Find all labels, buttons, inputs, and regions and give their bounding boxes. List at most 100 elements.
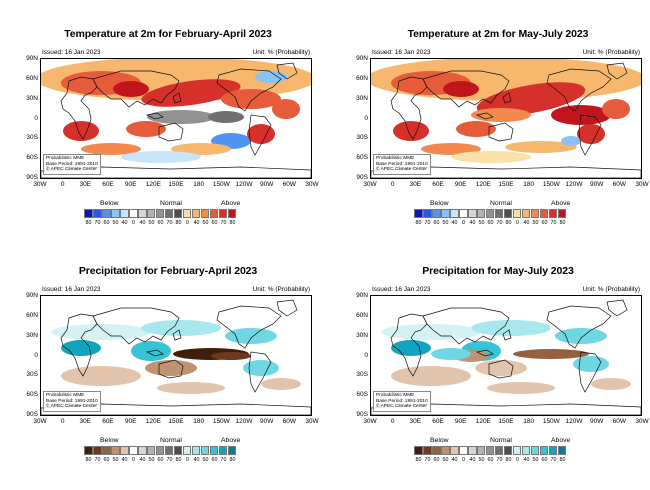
info-box: Probabilistic MME Base Period: 1991-2010 ©… bbox=[43, 391, 101, 412]
coastline bbox=[216, 305, 282, 349]
probability-region bbox=[157, 382, 225, 394]
coastline bbox=[488, 122, 514, 142]
legend-tick: 80 bbox=[415, 220, 422, 226]
legend-swatch bbox=[128, 446, 138, 455]
latitude-label: 0 bbox=[364, 351, 368, 359]
legend-swatch bbox=[209, 446, 219, 455]
legend-swatch bbox=[164, 209, 174, 218]
legend-tick: 60 bbox=[157, 220, 164, 226]
legend-swatch bbox=[530, 209, 540, 218]
longitude-label: 180 bbox=[523, 418, 535, 425]
coastline bbox=[606, 299, 628, 317]
legend-swatch bbox=[539, 209, 549, 218]
legend-swatch bbox=[110, 209, 120, 218]
probability-region bbox=[431, 348, 471, 360]
legend-swatch bbox=[227, 209, 237, 218]
legend-swatch bbox=[209, 209, 219, 218]
legend-tick: 50 bbox=[112, 220, 119, 226]
legend-swatch bbox=[431, 209, 441, 218]
legend-tick: 40 bbox=[523, 457, 530, 463]
legend-category-below: Below bbox=[430, 200, 449, 207]
legend-tick: 70 bbox=[94, 457, 101, 463]
longitude-label: 90E bbox=[454, 181, 467, 188]
info-line: Base Period: 1991-2010 bbox=[376, 161, 428, 167]
probability-region bbox=[421, 143, 481, 155]
info-line: © APEC Climate Center bbox=[376, 404, 427, 410]
latitude-label: 0 bbox=[364, 114, 368, 122]
probability-region bbox=[381, 324, 481, 340]
longitude-label: 120E bbox=[475, 181, 491, 188]
legend-swatch bbox=[530, 446, 540, 455]
legend-swatch bbox=[485, 209, 495, 218]
legend-tick: 70 bbox=[166, 220, 173, 226]
unit-label: Unit: % (Probability) bbox=[582, 286, 640, 293]
legend-swatch bbox=[521, 446, 531, 455]
latitude-label: 30S bbox=[356, 134, 368, 142]
probability-region bbox=[63, 121, 99, 141]
legend-swatch bbox=[485, 446, 495, 455]
longitude-label: 30E bbox=[79, 181, 92, 188]
info-box: Probabilistic MME Base Period: 1991-2010 ©… bbox=[373, 391, 431, 412]
legend-tick: 60 bbox=[157, 457, 164, 463]
latitude-label: 30S bbox=[26, 371, 38, 379]
probability-region bbox=[393, 121, 429, 141]
probability-region bbox=[451, 151, 531, 163]
latitude-label: 90N bbox=[356, 55, 368, 62]
longitude-label: 0 bbox=[60, 181, 65, 188]
coastline bbox=[216, 68, 282, 112]
latitude-label: 60S bbox=[26, 391, 38, 399]
coastline bbox=[276, 299, 298, 317]
legend-category-normal: Normal bbox=[160, 437, 182, 444]
longitude-label: 90E bbox=[124, 418, 137, 425]
legend-tick: 0 bbox=[186, 220, 189, 226]
legend-tick: 60 bbox=[541, 457, 548, 463]
latitude-label: 60N bbox=[26, 311, 38, 319]
legend-tick: 70 bbox=[496, 220, 503, 226]
legend-tick: 80 bbox=[415, 457, 422, 463]
legend-swatch bbox=[512, 209, 522, 218]
issued-date: Issued: 16 Jan 2023 bbox=[372, 286, 431, 293]
legend-tick: 60 bbox=[541, 220, 548, 226]
probability-region bbox=[476, 82, 586, 116]
issued-date: Issued: 16 Jan 2023 bbox=[42, 49, 101, 56]
legend-tick: 40 bbox=[193, 220, 200, 226]
legend-swatch bbox=[503, 446, 513, 455]
legend-swatch bbox=[191, 209, 201, 218]
legend-category-below: Below bbox=[100, 437, 119, 444]
legend-tick: 0 bbox=[462, 457, 465, 463]
probability-region bbox=[487, 382, 555, 394]
latitude-label: 0 bbox=[34, 114, 38, 122]
probability-region bbox=[81, 143, 141, 155]
legend-tick: 80 bbox=[85, 220, 92, 226]
probability-region bbox=[147, 110, 215, 124]
probability-legend: Below Normal Above 80 70 60 50 40 0 40 50 60 70 80 0 40… bbox=[18, 200, 318, 230]
legend-tick: 50 bbox=[478, 220, 485, 226]
legend-tick: 40 bbox=[121, 457, 128, 463]
unit-label: Unit: % (Probability) bbox=[582, 49, 640, 56]
latitude-label: 60S bbox=[356, 391, 368, 399]
legend-swatches bbox=[414, 446, 567, 455]
probability-region bbox=[475, 360, 527, 376]
legend-tick: 50 bbox=[478, 457, 485, 463]
legend-swatch bbox=[467, 446, 477, 455]
coastline bbox=[422, 307, 510, 345]
legend-tick: 50 bbox=[442, 457, 449, 463]
legend-category-normal: Normal bbox=[490, 437, 512, 444]
longitude-label: 30W bbox=[363, 181, 377, 188]
probability-region bbox=[261, 378, 301, 390]
legend-tick: 80 bbox=[505, 220, 512, 226]
legend-swatch bbox=[431, 446, 441, 455]
legend-tick: 50 bbox=[532, 457, 539, 463]
coastline bbox=[172, 92, 182, 104]
probability-region bbox=[391, 340, 431, 356]
coastline bbox=[371, 403, 641, 415]
longitude-label: 150E bbox=[168, 418, 184, 425]
legend-tick: 60 bbox=[103, 220, 110, 226]
longitude-label: 30W bbox=[635, 181, 649, 188]
legend-swatch bbox=[503, 209, 513, 218]
legend-swatch bbox=[92, 209, 102, 218]
probability-region bbox=[471, 108, 531, 122]
legend-tick: 80 bbox=[175, 220, 182, 226]
legend-tick: 0 bbox=[462, 220, 465, 226]
probability-region bbox=[225, 328, 277, 344]
